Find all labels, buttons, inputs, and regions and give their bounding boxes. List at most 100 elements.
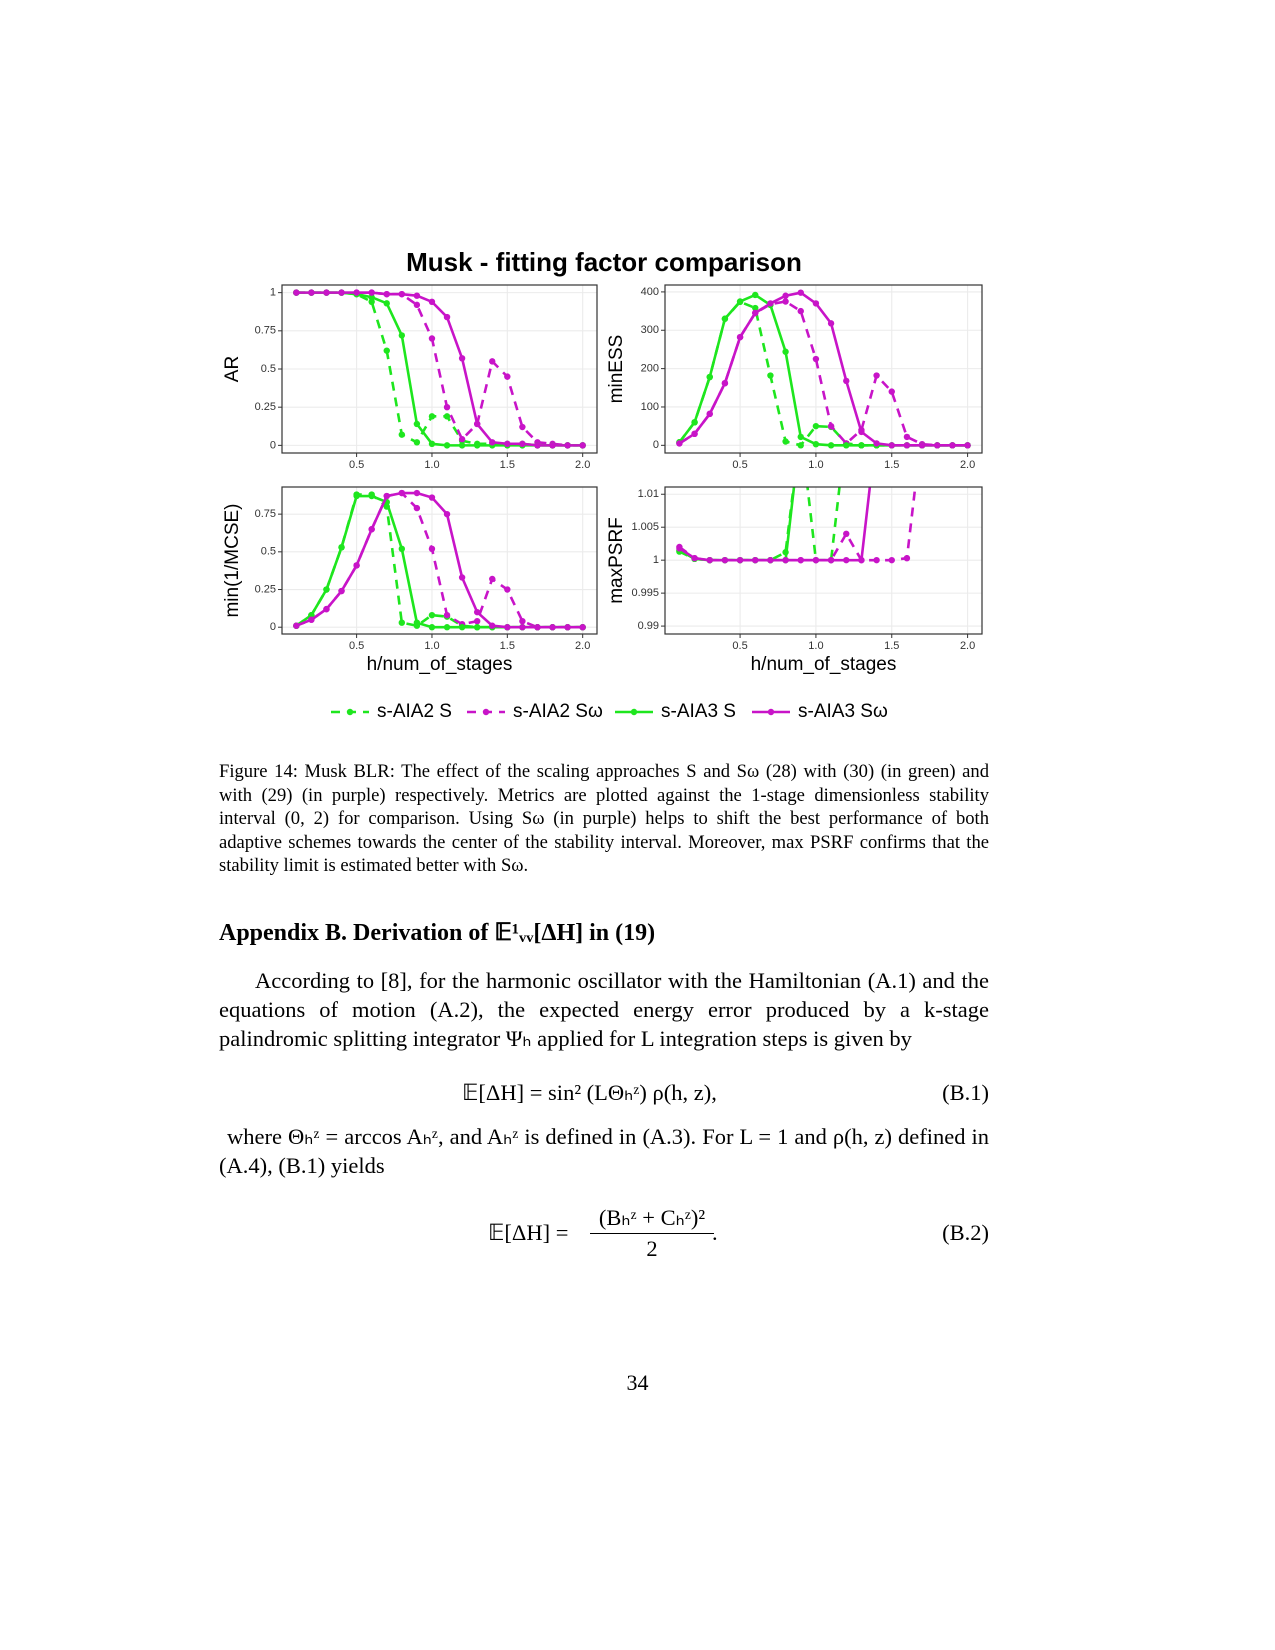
- point: [383, 492, 390, 500]
- equation-end: .: [712, 1220, 718, 1245]
- point: [398, 545, 406, 553]
- point: [934, 442, 941, 449]
- x-tick-label: 2.0: [575, 459, 590, 471]
- point: [323, 605, 330, 613]
- y-axis-label: min(1/MCSE): [222, 503, 243, 617]
- point: [443, 442, 451, 449]
- point: [428, 298, 436, 305]
- point: [827, 556, 835, 564]
- point: [782, 556, 789, 564]
- point: [383, 347, 390, 354]
- point: [918, 442, 926, 449]
- point: [752, 291, 759, 299]
- point: [293, 289, 300, 296]
- paragraph: where Θₕᶻ = arccos Aₕᶻ, and Aₕᶻ is defin…: [219, 1124, 989, 1178]
- equation-lhs: 𝔼[ΔH] =: [488, 1220, 569, 1245]
- y-tick-label: 1.005: [631, 521, 659, 533]
- y-tick-label: 0.75: [255, 325, 276, 337]
- point: [812, 556, 820, 564]
- plot-border: [281, 284, 598, 454]
- point: [504, 373, 511, 380]
- x-tick-label: 1.0: [808, 459, 823, 471]
- y-tick-label: 0.25: [255, 583, 276, 595]
- point: [398, 431, 406, 438]
- plot-border: [664, 284, 983, 454]
- point: [827, 442, 835, 449]
- point: [873, 556, 880, 564]
- point: [721, 315, 729, 322]
- point: [534, 624, 541, 631]
- point: [782, 292, 789, 299]
- point: [949, 442, 956, 449]
- y-tick-label: 1: [653, 554, 659, 566]
- point: [428, 335, 436, 342]
- y-tick-label: 300: [641, 324, 659, 336]
- point: [428, 413, 436, 420]
- y-tick-label: 0.25: [255, 401, 276, 413]
- x-tick-label: 1.0: [808, 640, 823, 652]
- point: [428, 611, 436, 619]
- paragraph: According to [8], for the harmonic oscil…: [219, 968, 989, 1051]
- y-tick-label: 0: [653, 439, 659, 451]
- point: [473, 420, 481, 428]
- page-number: 34: [626, 1370, 649, 1395]
- point: [443, 624, 451, 631]
- point: [398, 489, 406, 497]
- point: [827, 422, 835, 430]
- legend-label: s-AIA2 S: [377, 701, 452, 722]
- point: [428, 440, 436, 448]
- point: [323, 586, 330, 593]
- equation-number: (B.2): [942, 1220, 989, 1245]
- point: [323, 289, 330, 296]
- x-tick-label: 1.5: [500, 459, 515, 471]
- point: [579, 442, 586, 449]
- numerator: (Bₕᶻ + Cₕᶻ)²: [590, 1203, 714, 1234]
- point: [843, 556, 850, 564]
- y-tick-label: 400: [641, 286, 659, 298]
- figure-title: Musk - fitting factor comparison: [406, 247, 802, 277]
- caption: Figure 14: Musk BLR: The effect of the s…: [219, 761, 989, 877]
- plot-border: [664, 486, 983, 635]
- series-line: s-AIA2 Sω: [296, 291, 583, 447]
- point: [368, 492, 375, 500]
- legend-label: s-AIA2 Sω: [513, 701, 603, 722]
- point: [706, 556, 713, 564]
- point: [564, 624, 571, 631]
- point: [721, 379, 729, 387]
- point: [873, 372, 880, 379]
- denominator: 2: [646, 1236, 658, 1261]
- point: [489, 439, 496, 446]
- x-tick-label: 1.5: [884, 640, 899, 652]
- point: [308, 616, 315, 623]
- point: [888, 556, 895, 564]
- point: [519, 440, 526, 448]
- point: [721, 556, 729, 564]
- point: [812, 355, 820, 363]
- point: [903, 442, 911, 449]
- point: [338, 587, 345, 595]
- point: [458, 355, 466, 362]
- point: [413, 292, 421, 299]
- point: [458, 624, 466, 631]
- point: [413, 420, 421, 428]
- point: [797, 289, 804, 296]
- point: [767, 372, 774, 379]
- point: [797, 556, 804, 564]
- plot-background: [282, 487, 597, 634]
- point: [736, 298, 744, 305]
- legend-point: [346, 708, 354, 716]
- y-tick-label: 0: [270, 439, 276, 451]
- point: [338, 544, 345, 551]
- point: [752, 556, 759, 564]
- figure: Musk - fitting factor comparison 0.5 1.0 1…: [222, 247, 983, 722]
- point: [489, 358, 496, 365]
- point: [752, 309, 759, 317]
- point: [293, 622, 300, 629]
- point: [736, 333, 744, 341]
- x-axis-label: h/num_of_stages: [751, 654, 897, 675]
- point: [858, 556, 865, 564]
- legend-point: [482, 708, 490, 716]
- point: [752, 304, 759, 312]
- point: [534, 442, 541, 449]
- point: [782, 348, 789, 355]
